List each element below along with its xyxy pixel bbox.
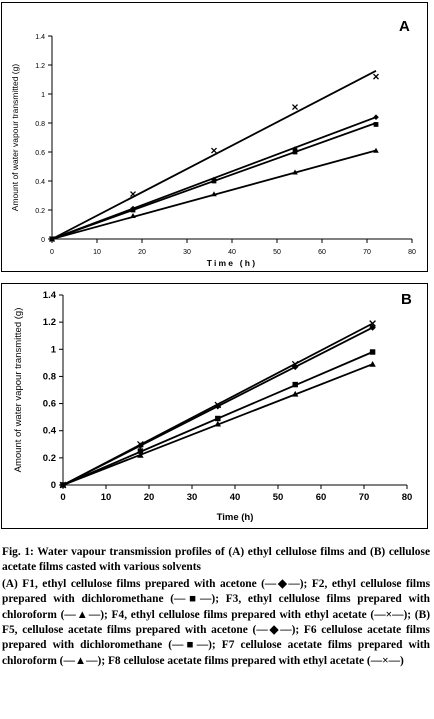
chart-a-y-axis-label: Amount of water vapour transmitted (g) — [10, 64, 20, 212]
chart-b-series-f8-markers — [59, 320, 376, 489]
chart-a-series-f4-point — [373, 73, 379, 80]
chart-b-x-tick-label: 40 — [230, 492, 241, 503]
chart-a-x-axis-label: Time (h) — [207, 258, 258, 268]
chart-a-series-f3-point — [211, 191, 217, 197]
figure-caption: Fig. 1: Water vapour transmission profil… — [2, 545, 430, 669]
chart-b-series-f5-markers — [59, 324, 376, 489]
chart-b-series-f6-point — [137, 448, 144, 454]
chart-b-x-tick-label: 50 — [273, 492, 284, 503]
chart-a-y-tick-label: 0.6 — [35, 150, 45, 157]
chart-b-series-f8-point — [369, 320, 376, 327]
chart-a-series-f4-point — [292, 104, 298, 111]
chart-a-series-f4-markers — [49, 73, 379, 242]
chart-a-series-f2-point — [130, 207, 136, 213]
chart-a-series-f4-point — [130, 191, 136, 198]
chart-a-series-f2-point — [211, 178, 217, 184]
chart-b-y-tick-label: 0 — [51, 480, 56, 491]
chart-a-series-f2-point — [292, 149, 298, 155]
chart-a-x-tick-label: 40 — [228, 249, 236, 256]
chart-a-y-tick-label: 0.8 — [35, 121, 45, 128]
chart-b-series-f7-point — [137, 451, 144, 458]
chart-b-x-tick-label: 80 — [402, 492, 413, 503]
chart-a-y-tick-label: 0.2 — [35, 208, 45, 215]
chart-a-series-f2-point — [373, 122, 379, 127]
chart-b-series-f8-point — [291, 360, 299, 368]
chart-a-x-tick-label: 80 — [408, 249, 416, 256]
chart-panel-b: 0 0.2 0.4 0.6 0.8 1 1.2 1.4 0 10 20 30 40 50 60 70 80 Tim… — [1, 283, 428, 529]
chart-a-series-f4-point — [211, 147, 217, 154]
chart-b-y-tick-label: 0.8 — [43, 371, 56, 382]
chart-b-x-axis-label: Time (h) — [217, 512, 254, 523]
chart-b-series-f7-point — [369, 361, 376, 367]
chart-a-x-tick-label: 10 — [93, 249, 101, 256]
chart-b-x-tick-label: 70 — [359, 492, 370, 503]
chart-a-series-f3-markers — [49, 147, 379, 242]
chart-b-series-f8-point — [137, 440, 144, 448]
chart-a-series-f3-point — [292, 169, 298, 175]
chart-a-x-tick-label: 50 — [273, 249, 281, 256]
chart-b-x-tick-label: 20 — [144, 492, 155, 503]
chart-a-y-tick-label: 1 — [41, 92, 45, 99]
chart-b-panel-label: B — [401, 291, 412, 308]
chart-b-x-tick-label: 30 — [187, 492, 198, 503]
chart-a-y-tick-label: 0.4 — [35, 179, 45, 186]
chart-a-series-f3-point — [130, 213, 136, 219]
chart-b-y-axis-label: Amount of water vapour transmitted (g) — [13, 308, 24, 473]
chart-a-x-tick-label: 70 — [363, 249, 371, 256]
chart-b-series-f6-point — [292, 381, 298, 388]
chart-a-y-tick-label: 1.2 — [35, 63, 45, 70]
caption-title: Fig. 1: Water vapour transmission profil… — [2, 546, 430, 574]
chart-b-x-tick-label: 0 — [60, 492, 65, 503]
chart-a-series-f1-point — [373, 114, 379, 120]
chart-b-y-tick-label: 1.2 — [43, 317, 56, 328]
chart-b-y-tick-label: 0.4 — [43, 426, 57, 437]
chart-b-series-f8-point — [59, 481, 67, 489]
chart-b-series-f7-point — [214, 420, 221, 427]
chart-b-y-tick-label: 0.6 — [43, 399, 56, 410]
chart-a-x-tick-label: 60 — [318, 249, 326, 256]
chart-a-y-tick-label: 1.4 — [35, 34, 45, 41]
chart-a-series-f4-point — [49, 236, 55, 242]
chart-b-series-f6-point — [369, 349, 376, 355]
chart-a-series-f3-point — [373, 147, 379, 153]
chart-a-panel-label: A — [399, 18, 410, 35]
chart-b-series-f6-point — [215, 415, 221, 422]
caption-legend: (A) F1, ethyl cellulose films prepared w… — [2, 577, 430, 667]
chart-a-x-tick-label: 30 — [183, 249, 191, 256]
chart-a-x-tick-label: 0 — [50, 249, 54, 256]
chart-a-svg: 0 0.2 0.4 0.6 0.8 1 1.2 1.4 0 10 20 30 40 50 60 70 80 Tim… — [10, 18, 416, 268]
chart-b-x-tick-label: 60 — [316, 492, 327, 503]
chart-b-y-tick-label: 1.4 — [43, 290, 57, 301]
chart-b-svg: 0 0.2 0.4 0.6 0.8 1 1.2 1.4 0 10 20 30 40 50 60 70 80 Tim… — [13, 290, 413, 523]
chart-b-y-tick-label: 1 — [51, 344, 57, 355]
chart-b-y-tick-label: 0.2 — [43, 453, 56, 464]
chart-b-series-f8-point — [214, 401, 222, 409]
chart-a-series-f4-line — [51, 70, 377, 240]
chart-a-y-tick-label: 0 — [41, 237, 45, 244]
chart-panel-a: 0 0.2 0.4 0.6 0.8 1 1.2 1.4 0 10 20 30 40 50 60 70 80 Tim… — [1, 2, 428, 272]
chart-b-series-f7-point — [292, 390, 299, 397]
chart-b-x-tick-label: 10 — [101, 492, 112, 503]
chart-a-x-tick-label: 20 — [138, 249, 146, 256]
